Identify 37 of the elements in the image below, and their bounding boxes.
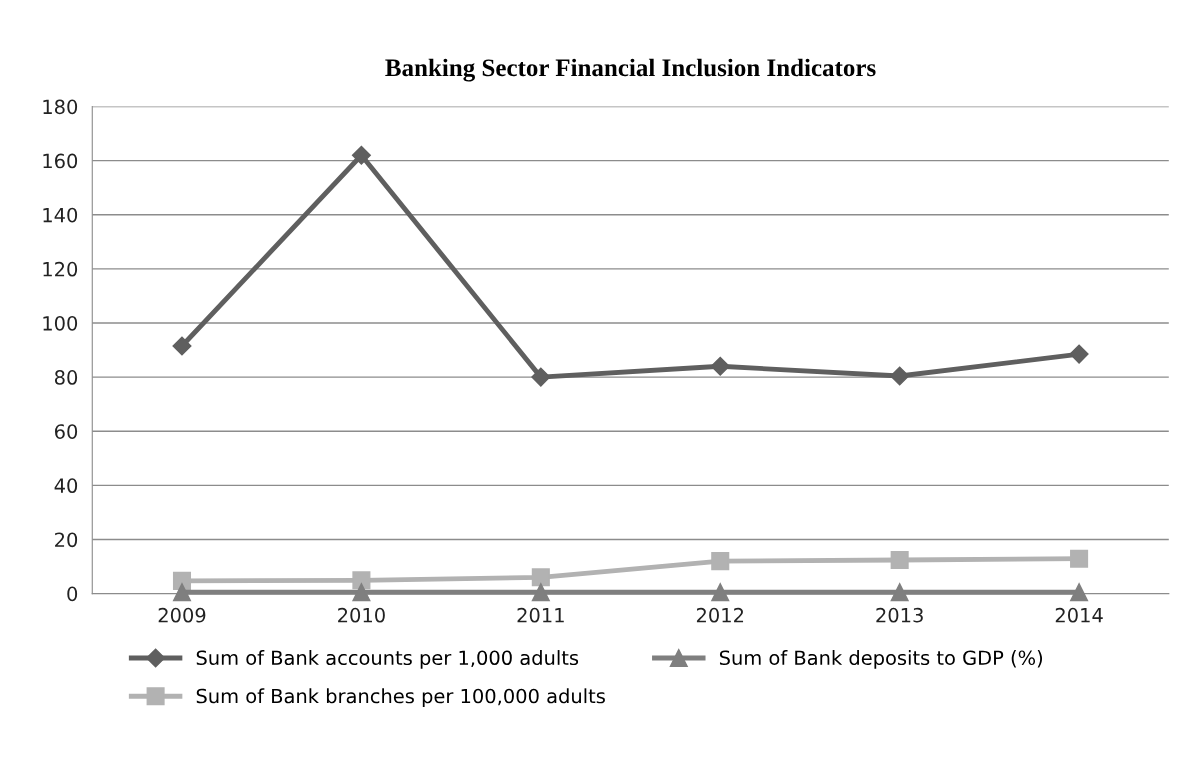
x-tick-label: 2011: [517, 607, 564, 623]
legend-label: Sum of Bank accounts per 1,000 adults: [196, 650, 579, 669]
y-tick-label: 180: [43, 99, 78, 115]
point: [352, 583, 371, 602]
x-tick-label: 2013: [876, 607, 923, 623]
x-tick-label: 2009: [158, 607, 206, 623]
x-tick-label: 2010: [338, 607, 385, 623]
point: [352, 571, 371, 590]
point: [531, 568, 550, 587]
point: [711, 583, 730, 602]
y-tick-label: 60: [55, 424, 78, 439]
point: [1070, 549, 1089, 568]
point: [172, 336, 192, 356]
point: [890, 583, 909, 602]
y-tick-label: 100: [43, 315, 78, 331]
point: [1070, 583, 1089, 602]
point: [172, 583, 192, 602]
y-tick-label: 160: [43, 153, 78, 169]
y-tick-label: 80: [54, 370, 78, 385]
y-tick-label: 140: [43, 207, 78, 223]
point: [351, 145, 371, 165]
point: [531, 583, 550, 602]
y-tick-label: 120: [43, 261, 78, 277]
y-tick-label: 40: [54, 478, 78, 494]
legend-label: Sum of Bank branches per 100,000 adults: [196, 688, 605, 708]
point: [711, 552, 730, 571]
x-tick-label: 2012: [696, 607, 744, 623]
x-tick-label: 2014: [1055, 607, 1103, 623]
chart-title: Banking Sector Financial Inclusion Indicators: [385, 58, 876, 82]
point: [1069, 344, 1089, 364]
y-tick-label: 0: [67, 586, 78, 602]
point: [710, 356, 730, 376]
legend-label: Sum of Bank deposits to GDP (%): [719, 650, 1043, 669]
y-tick-label: 20: [55, 532, 78, 548]
point: [890, 550, 909, 570]
point: [890, 366, 910, 386]
point: [531, 367, 551, 387]
